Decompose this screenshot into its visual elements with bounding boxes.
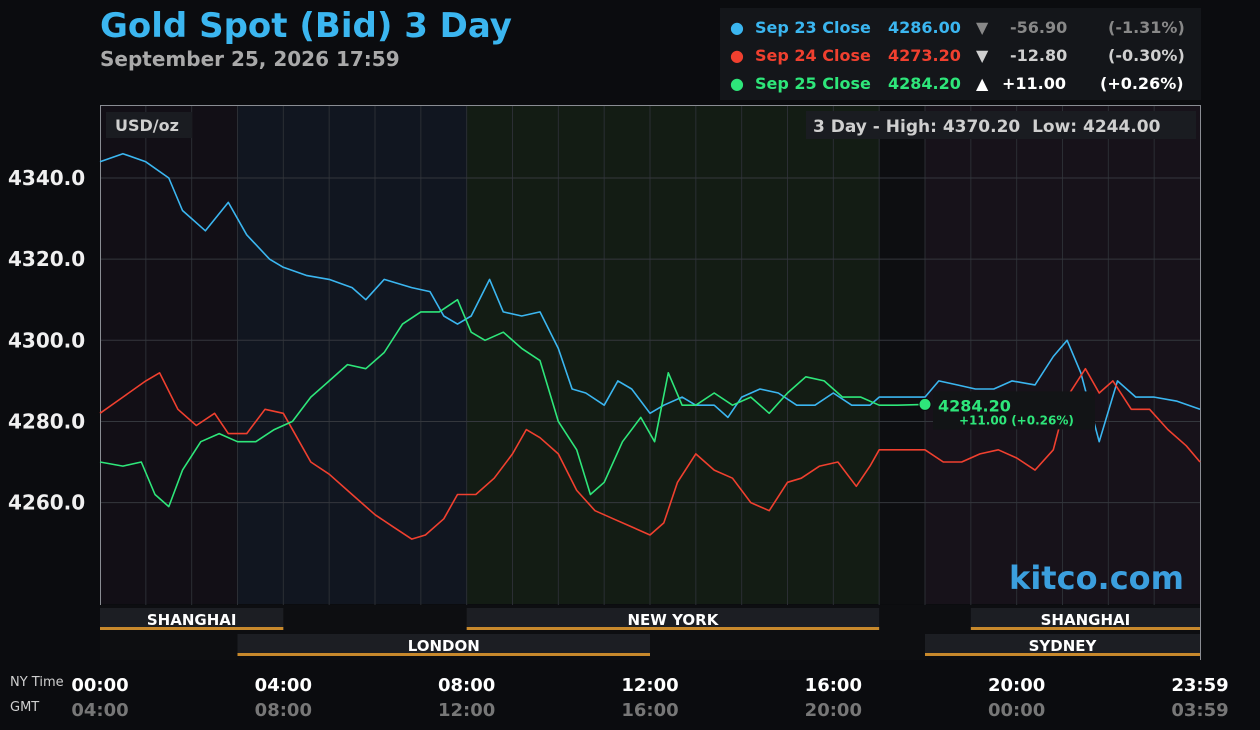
session-label: SHANGHAI [147,611,237,629]
x-tick-ny: 08:00 [438,675,496,696]
x-tick-ny: 00:00 [71,675,129,696]
kitco-watermark: kitco.com [1009,559,1184,597]
x-tick-gmt: 08:00 [254,700,312,721]
legend-change: -56.90 [1010,18,1068,37]
session-bar [466,627,880,630]
y-axis-ticks: 4260.0 4280.0 4300.0 4320.0 4340.0 [8,166,85,515]
legend-label: Sep 23 Close [755,18,871,37]
session-block [100,608,284,628]
session-label: LONDON [408,637,480,655]
legend-value: 4286.00 [888,18,961,37]
session-block [466,608,880,628]
series-line [99,367,1201,540]
y-tick-label: 4260.0 [8,491,85,515]
last-price-change: +11.00 (+0.26%) [959,413,1074,427]
last-price-value: 4284.20 [938,396,1011,415]
x-tick-gmt: 20:00 [804,700,862,721]
legend-label: Sep 24 Close [755,46,871,65]
session-bar [970,627,1200,630]
trading-sessions: SHANGHAI NEW YORK SHANGHAI LONDON SYDNEY [100,605,1200,660]
x-tick-ny: 12:00 [621,675,679,696]
down-arrow-icon: ▼ [976,18,989,37]
session-block [925,634,1200,654]
legend-percent: (+0.26%) [1100,74,1184,93]
y-tick-label: 4300.0 [8,328,85,352]
x-tick-ny: 16:00 [804,675,862,696]
up-arrow-icon: ▲ [976,74,989,93]
legend-dot-icon: ● [730,46,744,65]
session-bar [100,627,284,630]
grid-lines [100,105,1200,660]
x-tick-gmt: 12:00 [438,700,496,721]
x-tick-ny: 20:00 [988,675,1046,696]
legend-row-sep23: ● Sep 23 Close 4286.00 ▼ -56.90 (-1.31%) [720,14,1201,42]
legend-change: -12.80 [1010,46,1068,65]
down-arrow-icon: ▼ [976,46,989,65]
legend-dot-icon: ● [730,74,744,93]
legend-value: 4284.20 [888,74,961,93]
legend-row-sep24: ● Sep 24 Close 4273.20 ▼ -12.80 (-0.30%) [720,42,1201,70]
range-label: 3 Day - High: 4370.20 Low: 4244.00 [813,117,1161,137]
y-tick-label: 4280.0 [8,409,85,433]
y-tick-label: 4340.0 [8,166,85,190]
session-bar [237,653,650,656]
legend-row-sep25: ● Sep 25 Close 4284.20 ▲ +11.00 (+0.26%) [720,70,1201,98]
x-tick-gmt: 16:00 [621,700,679,721]
x-tick-ny: 04:00 [254,675,312,696]
range-label-box [806,111,1196,139]
gmt-label: GMT [10,700,40,715]
nytime-label: NY Time [10,675,64,690]
london-band [237,105,467,604]
unit-label: USD/oz [115,116,179,135]
legend-value: 4273.20 [888,46,961,65]
session-label: NEW YORK [628,611,720,629]
legend-percent: (-0.30%) [1108,46,1185,65]
legend-label: Sep 25 Close [755,74,871,93]
chart-timestamp: September 25, 2026 17:59 [100,47,400,71]
last-price-box [933,391,1095,430]
last-price-dot [918,397,932,411]
x-tick-gmt: 03:59 [1171,700,1229,721]
chart-title: Gold Spot (Bid) 3 Day [100,6,512,46]
session-block [237,634,650,654]
session-block [970,608,1200,628]
unit-label-box [106,112,192,138]
legend-dot-icon: ● [730,18,744,37]
newyork-band [466,105,880,604]
closed-band [879,105,925,604]
legend: ● Sep 23 Close 4286.00 ▼ -56.90 (-1.31%)… [720,8,1201,100]
session-bar [925,653,1200,656]
legend-percent: (-1.31%) [1108,18,1185,37]
series-lines [99,152,1201,540]
x-tick-gmt: 00:00 [988,700,1046,721]
session-label: SYDNEY [1029,637,1098,655]
y-tick-label: 4320.0 [8,247,85,271]
x-tick-gmt: 04:00 [71,700,129,721]
legend-change: +11.00 [1002,74,1067,93]
session-label: SHANGHAI [1041,611,1131,629]
x-tick-ny: 23:59 [1171,675,1229,696]
series-line [99,298,926,508]
series-line [99,152,1201,443]
last-price-marker: 4284.20+11.00 (+0.26%) [918,391,1095,430]
